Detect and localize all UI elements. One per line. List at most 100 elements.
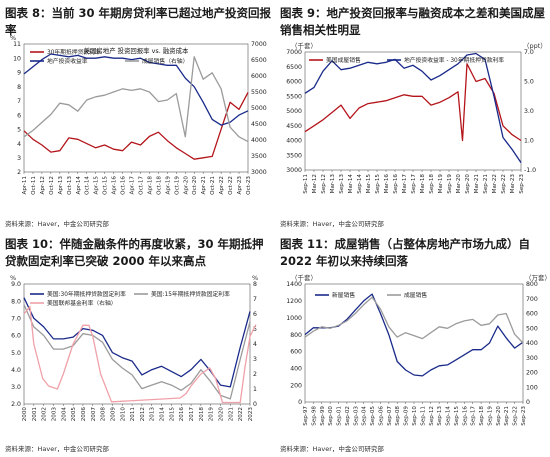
y2-tick-label: 6500 [251,57,267,64]
x-tick-label: Sep-08 [395,406,401,426]
x-tick-label: Mar-22 [492,174,498,193]
y2-tick-label: 1.0 [524,138,534,145]
y-tick-label: 7.0 [11,315,21,322]
y-tick-label: 11 [13,41,21,48]
x-tick-label: Sep-00 [328,406,334,426]
x-tick-label: Mar-21 [474,174,480,194]
plot-frame [23,283,251,405]
legend-label: 美国成屋销售 [326,56,361,64]
y-tick-label: 0 [298,399,302,406]
x-tick-label: 2015 [169,407,175,422]
x-tick-label: 2017 [189,407,195,422]
y2-tick-label: 0 [253,401,257,408]
x-tick-label: Sep-23 [519,174,525,194]
y2-tick-label: 6000 [251,73,267,80]
x-tick-label: Mar-12 [312,174,318,193]
y2-tick-label: 6 [253,311,257,318]
x-tick-label: Sep-13 [437,406,443,426]
chart-panel-11: 图表 11：成屋销售（占整体房地产市场九成）自 2022 年初以来持续回落 （千… [275,232,550,457]
y-tick-label: 9 [17,70,21,77]
x-tick-label: Sep-07 [387,406,393,426]
x-tick-label: 2007 [91,407,97,422]
x-tick-label: Apr-23 [237,176,243,195]
x-tick-label: Sep-04 [362,406,368,426]
y-tick-label: 3.0 [11,384,21,391]
x-tick-label: Sep-03 [353,406,359,426]
legend-label: 美国:30年期抵押贷款固定利率 [47,290,126,298]
x-tick-label: Sep-01 [337,406,343,426]
panel-title: 图表 9：地产投资回报率与融资成本之差和美国成屋销售相关性明显 [280,6,546,37]
y-tick-label: 7000 [286,49,302,56]
x-tick-label: Sep-11 [420,406,426,426]
x-tick-label: Apr-15 [94,176,100,195]
legend-label: 地产投资收益率 - 30年期抵押贷款利率 [404,56,504,64]
series-line [23,56,249,143]
x-tick-label: Sep-13 [339,174,345,194]
y2-tick-label: 700 [526,296,538,303]
x-tick-label: Sep-99 [320,406,326,426]
y-axis-unit: （千套） [291,41,317,50]
x-tick-label: 2011 [130,407,136,422]
y-tick-label: 6000 [286,79,302,86]
x-tick-label: Apr-14 [76,176,82,195]
panel-title: 图表 10：伴随金融条件的再度收紧，30 年期抵押贷款固定利率已突破 2000 … [5,237,264,268]
x-tick-label: Mar-23 [510,174,516,194]
y2-tick-label: 5500 [251,89,267,96]
x-tick-label: 2021 [228,407,234,422]
x-tick-label: 2003 [51,407,57,422]
y-tick-label: 8 [17,84,21,91]
series-line [23,304,251,400]
y-tick-label: 800 [290,332,302,339]
series-line [23,92,249,160]
x-tick-label: Mar-18 [420,174,426,194]
panel-title: 图表 8：当前 30 年期房贷利率已超过地产投资回报率 [5,6,272,37]
x-tick-label: 2004 [61,407,67,422]
x-tick-label: 2019 [209,407,215,422]
legend-label: 地产投资收益率 [47,57,88,65]
x-tick-label: 2022 [238,407,244,421]
x-tick-label: Oct-12 [49,176,55,195]
source-note: 资料来源：Haver，中金公司研究部 [5,445,109,453]
chart-8: % 2 3 4 5 6 7 8 9 10 11 3000 3500 4000 4500 5000 5500 600… [10,34,267,195]
series-line [23,53,249,126]
x-tick-label: Sep-02 [345,406,351,426]
x-tick-label: 2010 [120,407,126,422]
x-tick-label: Sep-98 [311,406,317,426]
y-tick-label: 3 [17,155,21,162]
y-tick-label: 6500 [286,64,302,71]
y2-tick-label: 4 [253,341,257,348]
y-tick-label: 4 [17,141,21,148]
x-tick-label: Apr-18 [147,176,153,195]
y2-tick-label: 800 [526,281,538,288]
x-tick-label: 2002 [42,407,48,421]
x-tick-label: 2006 [81,407,87,422]
x-tick-label: Sep-19 [447,174,453,194]
x-tick-label: Mar-15 [366,174,372,194]
series-line [23,305,257,404]
y-tick-label: 10 [13,55,21,62]
y-tick-label: 200 [290,382,302,389]
y2-tick-label: 2 [253,371,257,378]
x-tick-label: Sep-97 [303,406,309,426]
y2-tick-label: 400 [526,340,538,347]
x-tick-label: Sep-16 [462,406,468,426]
chart-9: （千套） （ppt） 3000 3500 4000 4500 5000 5500 6000 650… [286,41,547,194]
x-tick-label: Sep-15 [454,406,460,426]
y-tick-label: 1200 [286,298,302,305]
chart-11: （千套） （万套） 0 200 400 600 800 1000 1200 1400 0 100 200… [286,273,550,426]
x-tick-label: Oct-17 [138,176,144,195]
source-note: 资料来源：Haver，中金公司研究部 [280,445,384,453]
x-tick-label: Mar-19 [438,174,444,194]
y2-tick-label: 5000 [251,105,267,112]
x-tick-label: Oct-21 [210,176,216,195]
x-tick-label: Mar-14 [348,174,354,194]
y2-axis-unit: （ppt） [523,42,547,50]
y2-axis-unit: % [252,274,258,282]
y2-tick-label: 7.0 [524,49,534,56]
legend-label: 新屋销售 [332,291,355,299]
legend-label: 美国:15年期抵押贷款固定利率 [151,290,230,298]
x-tick-label: 2014 [160,407,166,422]
x-tick-label: Apr-16 [112,176,118,195]
x-tick-label: Sep-23 [521,406,527,426]
x-tick-label: Sep-19 [487,406,493,426]
